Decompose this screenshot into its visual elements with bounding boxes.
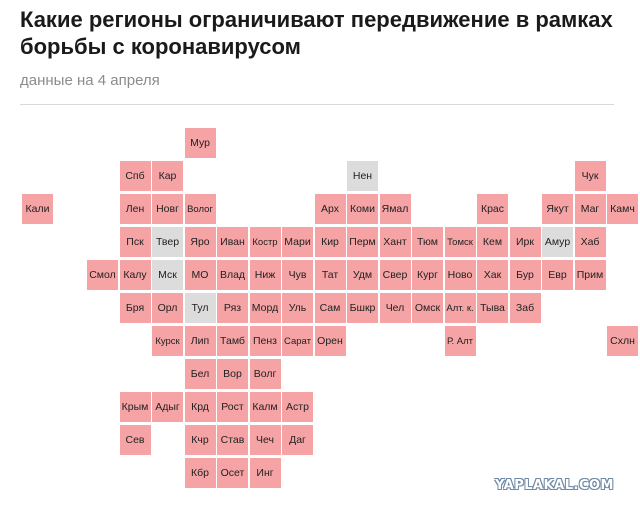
header-divider <box>20 104 614 105</box>
region-tile: Хаб <box>574 227 606 257</box>
region-tile: Вор <box>217 359 248 389</box>
region-tile: Р. Алт <box>444 326 476 356</box>
region-tile: Бур <box>509 260 541 290</box>
region-tile: Калм <box>249 392 281 422</box>
region-tile: Хант <box>379 227 411 257</box>
map-subtitle: данные на 4 апреля <box>20 72 160 89</box>
region-tile: Яро <box>184 227 216 257</box>
region-tile: Кали <box>22 194 53 224</box>
region-tile: Новг <box>152 194 183 224</box>
region-tile: Свер <box>379 260 411 290</box>
region-tile: Сев <box>119 425 151 455</box>
region-tile: Волог <box>184 194 216 224</box>
region-tile: Чеч <box>249 425 281 455</box>
region-tile: Ряз <box>217 293 248 323</box>
region-tile: Тул <box>184 293 216 323</box>
region-tile: Удм <box>347 260 378 290</box>
region-tile: Уль <box>282 293 313 323</box>
region-tile: Мск <box>152 260 183 290</box>
region-tile: Прим <box>574 260 606 290</box>
region-tile: Томск <box>444 227 476 257</box>
region-tile: Перм <box>347 227 378 257</box>
region-tile: Ново <box>444 260 476 290</box>
region-tile: Тат <box>314 260 346 290</box>
region-tile: Сам <box>314 293 346 323</box>
region-tile: Крым <box>119 392 151 422</box>
region-tile: Камч <box>607 194 638 224</box>
region-tile: Тамб <box>217 326 248 356</box>
region-tile: Чув <box>282 260 313 290</box>
region-tile: Орен <box>314 326 346 356</box>
region-tile: Нен <box>347 161 378 191</box>
region-tile: Маг <box>574 194 606 224</box>
region-tile: Заб <box>509 293 541 323</box>
region-tile: Чел <box>379 293 411 323</box>
region-tile: Чук <box>574 161 606 191</box>
region-tile: Кем <box>477 227 508 257</box>
region-tile: Даг <box>282 425 313 455</box>
region-tile: Спб <box>119 161 151 191</box>
region-tile: Иван <box>217 227 248 257</box>
region-tile: Мур <box>184 128 216 158</box>
region-tile: Кар <box>152 161 183 191</box>
region-tile: Омск <box>412 293 443 323</box>
region-tile: Схлн <box>607 326 638 356</box>
region-tile: Коми <box>347 194 378 224</box>
region-tile: Кург <box>412 260 443 290</box>
region-tile: Инг <box>249 458 281 488</box>
region-tile: Амур <box>542 227 573 257</box>
region-tile: Адыг <box>152 392 183 422</box>
region-tile: Твер <box>152 227 183 257</box>
region-tile: Лип <box>184 326 216 356</box>
region-tile: Рост <box>217 392 248 422</box>
region-tile: Крд <box>184 392 216 422</box>
region-tile: Пенз <box>249 326 281 356</box>
region-tile: Крас <box>477 194 508 224</box>
region-tile: Влад <box>217 260 248 290</box>
region-tile: Алт. к. <box>444 293 476 323</box>
region-tile: Ниж <box>249 260 281 290</box>
region-tile: Мари <box>282 227 313 257</box>
region-tile: Евр <box>542 260 573 290</box>
region-tile: Кбр <box>184 458 216 488</box>
region-tile: Бел <box>184 359 216 389</box>
region-tile: Калу <box>119 260 151 290</box>
region-tile: Сарат <box>282 326 313 356</box>
region-tile: Орл <box>152 293 183 323</box>
region-tile: Кир <box>314 227 346 257</box>
map-title: Какие регионы ограничивают передвижение … <box>20 7 613 59</box>
region-tile: Кчр <box>184 425 216 455</box>
region-tile: Тюм <box>412 227 443 257</box>
region-tile: Тыва <box>477 293 508 323</box>
region-tile: Морд <box>249 293 281 323</box>
region-tile: Бшкр <box>347 293 378 323</box>
region-tile: Курск <box>152 326 183 356</box>
region-tile: Волг <box>249 359 281 389</box>
region-tile: Якут <box>542 194 573 224</box>
region-tile: Став <box>217 425 248 455</box>
region-tile: МО <box>184 260 216 290</box>
region-tile: Ирк <box>509 227 541 257</box>
region-tile: Астр <box>282 392 313 422</box>
region-tile: Осет <box>217 458 248 488</box>
region-tile: Смол <box>87 260 118 290</box>
region-tile: Ямал <box>379 194 411 224</box>
region-tile: Костр <box>249 227 281 257</box>
region-tile: Пск <box>119 227 151 257</box>
region-tile: Лен <box>119 194 151 224</box>
region-tile: Бря <box>119 293 151 323</box>
region-tile: Арх <box>314 194 346 224</box>
region-tile: Хак <box>477 260 508 290</box>
watermark: YAPLAKAL.COM <box>495 478 614 493</box>
